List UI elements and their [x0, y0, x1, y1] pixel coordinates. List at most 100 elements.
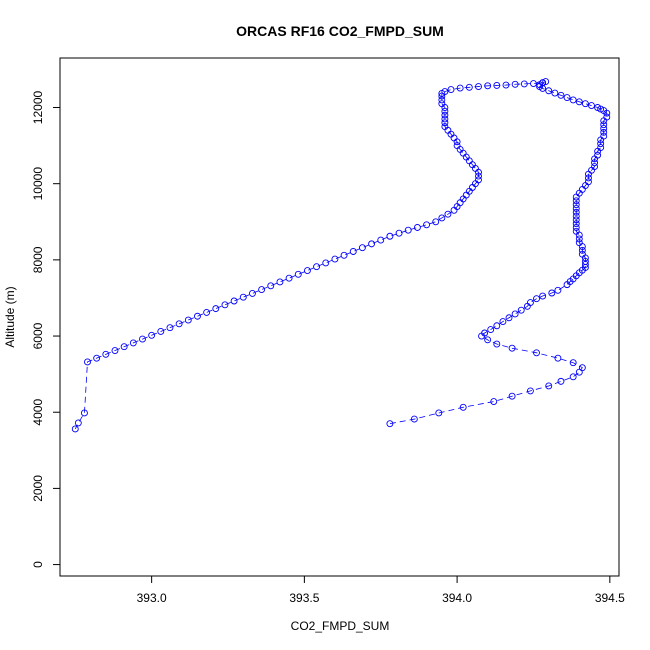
data-point [572, 224, 580, 231]
data-point [111, 347, 119, 354]
data-point [386, 232, 394, 240]
data-point [475, 172, 482, 180]
data-point [572, 216, 580, 224]
data-point [212, 305, 220, 313]
data-point [572, 197, 580, 205]
data-point [508, 344, 516, 352]
data-point [581, 100, 589, 108]
data-point [542, 78, 550, 86]
data-point [129, 339, 137, 347]
data-point [572, 201, 580, 209]
data-point [539, 292, 547, 300]
data-point [303, 267, 311, 274]
data-point [511, 80, 519, 88]
data-point [377, 236, 385, 244]
data-point [441, 115, 449, 123]
data-point [459, 403, 467, 411]
data-point [533, 295, 540, 303]
data-point [572, 208, 580, 216]
data-point [102, 350, 110, 358]
data-point [444, 210, 452, 218]
data-point [441, 104, 449, 111]
data-point [505, 314, 513, 322]
data-point [481, 329, 489, 337]
data-series [71, 78, 611, 433]
data-point [230, 297, 238, 305]
data-point [545, 87, 553, 95]
data-point [572, 212, 580, 220]
data-point [487, 326, 495, 334]
data-point [575, 235, 583, 243]
data-point [585, 174, 592, 182]
data-point [603, 113, 611, 121]
x-tick-label: 393.0 [137, 591, 167, 605]
data-point [575, 239, 583, 247]
y-tick-label: 8000 [31, 246, 45, 273]
data-point [493, 81, 501, 89]
y-tick-label: 4000 [31, 399, 45, 426]
data-point [578, 250, 586, 258]
data-point [551, 89, 559, 97]
data-point [511, 310, 519, 318]
x-axis: 393.0 393.5 394.0 394.5 [137, 576, 625, 605]
data-point [557, 377, 565, 385]
data-point [441, 107, 449, 115]
data-point [581, 260, 589, 268]
data-point [572, 204, 580, 212]
data-point [600, 121, 608, 129]
data-point [600, 125, 608, 132]
data-point [139, 335, 146, 343]
y-axis-label: Altitude (m) [3, 286, 17, 347]
data-point [453, 138, 461, 146]
x-tick-label: 394.5 [595, 591, 625, 605]
data-point [194, 312, 201, 320]
data-point [157, 328, 165, 335]
data-point [554, 286, 562, 294]
data-point [404, 226, 412, 234]
data-point [340, 251, 348, 259]
data-point [435, 409, 443, 417]
data-point [184, 316, 192, 324]
data-point [539, 79, 547, 87]
data-point [221, 301, 229, 309]
data-point [450, 206, 458, 214]
data-point [175, 320, 183, 328]
data-point [413, 224, 421, 231]
data-point [502, 81, 510, 89]
data-point [294, 270, 302, 278]
y-tick-label: 0 [31, 561, 45, 568]
data-point [600, 128, 608, 136]
plot-frame [59, 57, 620, 577]
data-point [569, 373, 577, 381]
data-point [368, 240, 376, 248]
data-point [600, 132, 608, 140]
data-point [276, 278, 284, 286]
data-point [80, 409, 88, 417]
data-point [569, 359, 577, 367]
data-point [438, 89, 446, 97]
data-point [432, 218, 440, 226]
data-point [285, 274, 293, 282]
data-point [331, 255, 339, 263]
x-tick-label: 393.5 [289, 591, 319, 605]
data-point [148, 331, 156, 339]
data-point [93, 354, 101, 362]
data-point [594, 104, 602, 111]
data-point [465, 83, 473, 91]
data-point [572, 227, 580, 235]
data-point [563, 94, 571, 102]
data-point [545, 382, 553, 390]
data-point [239, 293, 247, 301]
data-point [423, 221, 431, 229]
data-point [520, 80, 528, 88]
data-point [526, 299, 534, 306]
y-tick-label: 10000 [31, 167, 45, 201]
data-point [581, 257, 589, 265]
data-point [578, 364, 586, 372]
data-point [554, 354, 562, 362]
chart-title: ORCAS RF16 CO2_FMPD_SUM [236, 23, 444, 39]
data-point [358, 244, 366, 252]
data-point [438, 96, 446, 104]
x-tick-label: 394.0 [442, 591, 472, 605]
